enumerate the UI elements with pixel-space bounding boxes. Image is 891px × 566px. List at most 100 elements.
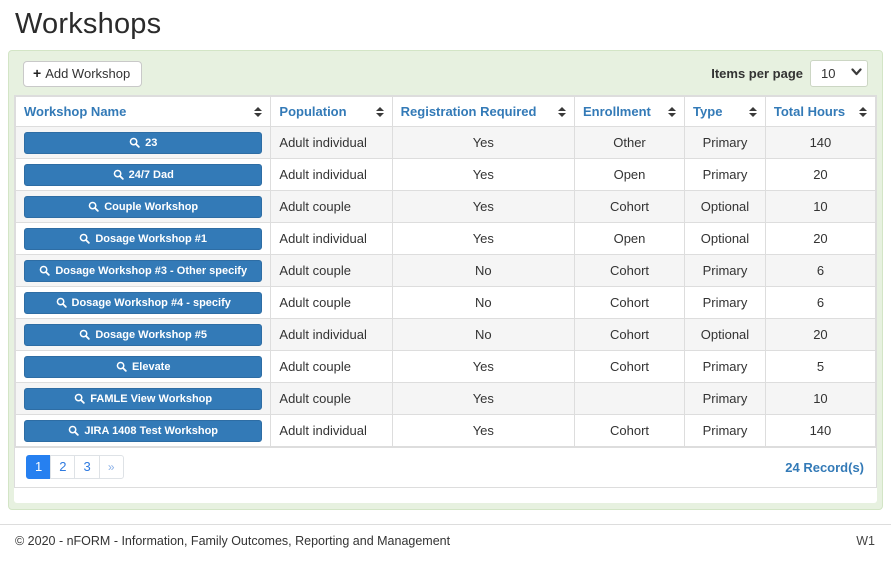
add-workshop-button[interactable]: + Add Workshop [23, 60, 143, 87]
column-label: Population [279, 104, 347, 119]
population-cell: Adult couple [270, 286, 393, 319]
column-header-type[interactable]: Type [684, 96, 766, 127]
workshop-open-button[interactable]: Dosage Workshop #4 - specify [24, 291, 263, 314]
workshop-name-label: 24/7 Dad [128, 168, 174, 181]
registration-required-cell: Yes [391, 222, 575, 255]
workshop-name-cell: Elevate [14, 350, 272, 383]
population-cell: Adult individual [270, 318, 393, 351]
column-header-enrollment[interactable]: Enrollment [573, 96, 686, 127]
workshop-open-button[interactable]: JIRA 1408 Test Workshop [24, 419, 263, 442]
registration-required-cell: Yes [391, 382, 575, 415]
page-footer: © 2020 - nFORM - Information, Family Out… [0, 524, 891, 548]
type-cell: Optional [684, 318, 766, 351]
population-cell: Adult couple [270, 190, 393, 223]
registration-required-cell: Yes [391, 158, 575, 191]
page-button-1[interactable]: 1 [26, 455, 52, 479]
total-hours-cell: 10 [764, 382, 877, 415]
column-header-registration-required[interactable]: Registration Required [391, 96, 575, 127]
items-per-page: Items per page 10 [711, 60, 868, 87]
population-cell: Adult individual [270, 222, 393, 255]
type-cell: Primary [684, 350, 766, 383]
column-label: Registration Required [400, 104, 537, 119]
magnifier-icon [69, 425, 80, 436]
workshop-name-label: Dosage Workshop #1 [95, 232, 208, 245]
magnifier-icon [40, 265, 51, 276]
enrollment-cell: Cohort [573, 318, 686, 351]
total-hours-cell: 6 [764, 254, 877, 287]
table-row: Elevate Adult couple Yes Cohort Primary … [14, 350, 877, 383]
total-hours-cell: 140 [764, 414, 877, 447]
records-count: 24 Record(s) [785, 459, 864, 475]
registration-required-cell: No [391, 254, 575, 287]
workshop-name-label: JIRA 1408 Test Workshop [84, 424, 219, 437]
workshop-name-cell: Dosage Workshop #4 - specify [14, 286, 272, 319]
column-header-total-hours[interactable]: Total Hours [764, 96, 877, 127]
enrollment-cell: Open [573, 158, 686, 191]
workshop-open-button[interactable]: 23 [24, 131, 263, 154]
total-hours-cell: 140 [764, 126, 877, 159]
population-cell: Adult individual [270, 414, 393, 447]
workshop-open-button[interactable]: 24/7 Dad [24, 163, 263, 186]
table-header-row: Workshop Name Population Registration Re… [14, 96, 877, 127]
workshop-name-cell: Dosage Workshop #5 [14, 318, 272, 351]
registration-required-cell: No [391, 318, 575, 351]
table-row: Dosage Workshop #4 - specify Adult coupl… [14, 286, 877, 319]
registration-required-cell: Yes [391, 126, 575, 159]
column-header-population[interactable]: Population [270, 96, 393, 127]
items-per-page-select[interactable]: 10 [810, 60, 868, 87]
table-body: 23 Adult individual Yes Other Primary 14… [14, 126, 877, 447]
sort-icon [254, 106, 263, 117]
type-cell: Optional [684, 222, 766, 255]
enrollment-cell: Cohort [573, 414, 686, 447]
sort-icon [668, 106, 677, 117]
table-row: Dosage Workshop #3 - Other specify Adult… [14, 254, 877, 287]
workshop-name-cell: FAMLE View Workshop [14, 382, 272, 415]
table-row: Dosage Workshop #5 Adult individual No C… [14, 318, 877, 351]
magnifier-icon [116, 361, 127, 372]
table-card: Workshop Name Population Registration Re… [14, 95, 877, 503]
sort-icon [748, 106, 757, 117]
enrollment-cell: Other [573, 126, 686, 159]
table-row: 24/7 Dad Adult individual Yes Open Prima… [14, 158, 877, 191]
magnifier-icon [88, 201, 99, 212]
workshop-name-cell: Dosage Workshop #3 - Other specify [14, 254, 272, 287]
page-button-3[interactable]: 3 [74, 455, 100, 479]
plus-icon: + [33, 65, 42, 81]
enrollment-cell: Open [573, 222, 686, 255]
type-cell: Primary [684, 158, 766, 191]
registration-required-cell: Yes [391, 350, 575, 383]
workshop-open-button[interactable]: Dosage Workshop #5 [24, 323, 263, 346]
workshop-name-label: Dosage Workshop #5 [95, 328, 208, 341]
workshop-name-label: 23 [145, 136, 158, 149]
type-cell: Primary [684, 382, 766, 415]
type-cell: Primary [684, 286, 766, 319]
workshop-open-button[interactable]: Dosage Workshop #3 - Other specify [24, 259, 263, 282]
workshop-open-button[interactable]: FAMLE View Workshop [24, 387, 263, 410]
registration-required-cell: No [391, 286, 575, 319]
total-hours-cell: 20 [764, 222, 877, 255]
column-label: Enrollment [582, 104, 651, 119]
next-page-button[interactable]: » [98, 455, 124, 479]
workshop-open-button[interactable]: Elevate [24, 355, 263, 378]
workshop-open-button[interactable]: Couple Workshop [24, 195, 263, 218]
sort-icon [557, 106, 566, 117]
workshop-open-button[interactable]: Dosage Workshop #1 [24, 227, 263, 250]
pagination: 1 2 3» [26, 455, 124, 479]
registration-required-cell: Yes [391, 414, 575, 447]
table-footer: 1 2 3» 24 Record(s) [15, 447, 876, 487]
workshop-name-label: FAMLE View Workshop [90, 392, 213, 405]
workshop-name-cell: 23 [14, 126, 272, 159]
population-cell: Adult couple [270, 350, 393, 383]
page-button-2[interactable]: 2 [50, 455, 76, 479]
items-per-page-label: Items per page [711, 66, 803, 81]
table-row: 23 Adult individual Yes Other Primary 14… [14, 126, 877, 159]
population-cell: Adult individual [270, 126, 393, 159]
type-cell: Primary [684, 254, 766, 287]
sort-icon [859, 106, 867, 117]
population-cell: Adult couple [270, 382, 393, 415]
toolbar: + Add Workshop Items per page 10 [9, 51, 882, 95]
total-hours-cell: 6 [764, 286, 877, 319]
column-header-workshop-name[interactable]: Workshop Name [14, 96, 272, 127]
table-row: FAMLE View Workshop Adult couple Yes Pri… [14, 382, 877, 415]
enrollment-cell [573, 382, 686, 415]
